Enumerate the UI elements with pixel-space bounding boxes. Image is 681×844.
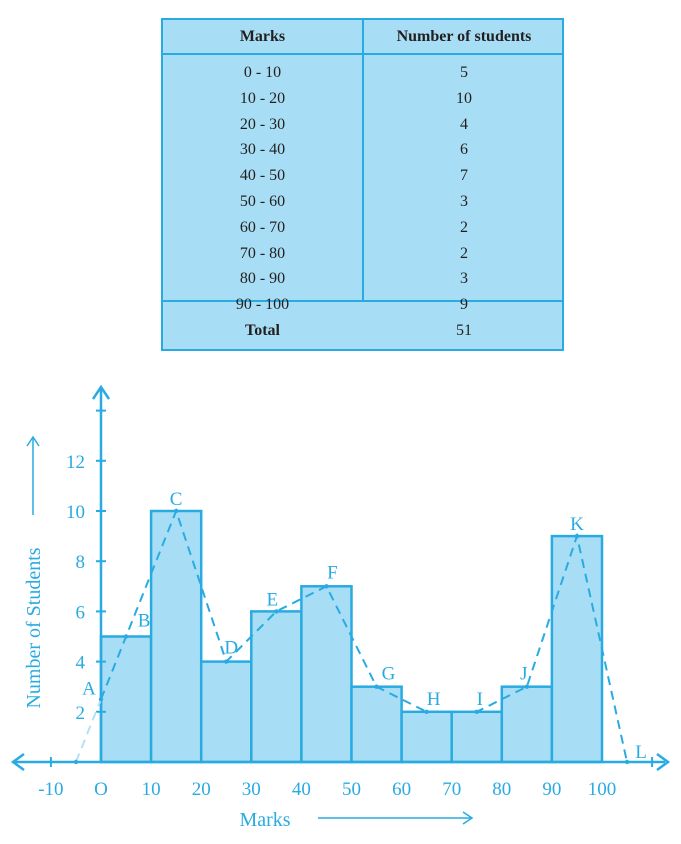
x-tick-label: 20 — [192, 779, 211, 800]
x-tick-label: 70 — [442, 779, 461, 800]
table-cell-marks: 80 - 90 — [239, 270, 286, 288]
histogram-bar — [300, 585, 353, 764]
polygon-vertex — [424, 709, 429, 714]
table-cell-count: 9 — [460, 296, 468, 314]
y-axis-arrow-icon — [91, 384, 111, 400]
table-cell-count: 2 — [460, 218, 468, 236]
vertex-label: E — [267, 589, 279, 610]
y-tick-label: 4 — [76, 653, 86, 674]
y-axis-title-arrow-icon — [26, 435, 40, 447]
table-cell-marks: 90 - 100 — [235, 296, 290, 314]
polygon-extension-left — [75, 698, 102, 763]
y-tick-label: 10 — [66, 502, 85, 523]
histogram-bar — [550, 534, 604, 764]
x-tick-label: 50 — [342, 779, 361, 800]
vertex-label: G — [382, 664, 396, 685]
table-cell-marks: 70 - 80 — [239, 244, 286, 262]
frequency-polygon — [100, 508, 629, 763]
y-axis-title: Number of Students — [23, 547, 45, 708]
x-tick-label: 10 — [142, 779, 161, 800]
table-cell-marks: 60 - 70 — [239, 218, 286, 236]
header-marks: Marks — [239, 28, 286, 45]
x-axis-title: Marks — [239, 809, 290, 831]
table-cell-marks: 0 - 10 — [243, 64, 282, 81]
polygon-vertex — [274, 609, 279, 614]
frequency-table: Marks Number of students 0 - 10 5 10 - 20 1… — [161, 18, 564, 351]
table-cell-count: 3 — [460, 270, 468, 288]
vertex-label: K — [570, 514, 584, 535]
vertex-label: A — [82, 678, 96, 699]
vertex-label: C — [170, 489, 183, 510]
y-tick-label: 12 — [66, 452, 85, 473]
polygon-vertex — [123, 634, 129, 639]
vertex-label: I — [477, 689, 483, 710]
polygon-vertex — [173, 508, 179, 514]
vertex-label: F — [327, 562, 338, 583]
histogram-bar — [450, 710, 504, 764]
table-cell-marks: 20 - 30 — [239, 115, 286, 133]
x-axis-right-arrow-icon — [656, 752, 671, 772]
polygon-vertex — [574, 533, 580, 539]
table-cell-marks: 30 - 40 — [239, 141, 286, 159]
polygon-vertex — [73, 759, 79, 765]
polygon-vertex — [224, 659, 229, 664]
x-tick-label: -10 — [38, 779, 63, 800]
header-number-of-students: Number of students — [396, 28, 532, 45]
table-cell-count: 6 — [460, 141, 468, 159]
x-tick-label: O — [94, 779, 108, 800]
table-cell-marks: 10 - 20 — [239, 89, 286, 107]
polygon-vertex — [624, 759, 630, 765]
vertex-label: D — [224, 638, 238, 659]
x-axis-left-arrow-icon — [10, 752, 25, 772]
polygon-vertex — [98, 697, 104, 702]
header-divider — [163, 53, 562, 55]
histogram-bar — [149, 509, 203, 764]
histogram-bar — [99, 635, 153, 764]
y-tick-label: 6 — [76, 602, 86, 623]
vertex-label: H — [427, 689, 441, 710]
polygon-vertex — [524, 684, 530, 689]
histogram-bar — [500, 685, 554, 764]
histogram-bar — [400, 710, 453, 764]
x-tick-label: 40 — [292, 779, 311, 800]
table-cell-count: 3 — [460, 193, 468, 210]
x-tick-label: 100 — [588, 779, 617, 800]
y-tick-label: 2 — [76, 703, 86, 724]
table-cell-marks: 40 - 50 — [239, 167, 286, 185]
total-value: 51 — [456, 322, 472, 339]
total-divider — [163, 300, 562, 302]
y-tick-label: 8 — [76, 552, 86, 573]
histogram-bar — [250, 610, 303, 764]
histogram-bar — [350, 685, 403, 764]
polygon-vertex — [324, 584, 329, 589]
histogram-bar — [199, 660, 253, 764]
table-cell-count: 5 — [460, 64, 468, 81]
polygon-vertex — [374, 684, 379, 689]
x-axis-title-arrow-icon — [462, 811, 474, 825]
vertex-label: B — [138, 611, 151, 632]
table-cell-count: 10 — [456, 89, 472, 107]
x-tick-label: 80 — [492, 779, 511, 800]
column-divider — [362, 20, 364, 300]
table-cell-count: 2 — [460, 244, 468, 262]
table-cell-count: 7 — [460, 167, 468, 185]
total-label: Total — [245, 322, 280, 339]
vertex-label: L — [635, 742, 647, 763]
table-cell-count: 4 — [460, 115, 468, 133]
x-tick-label: 60 — [392, 779, 411, 800]
vertex-label: J — [520, 664, 527, 685]
x-tick-label: 90 — [542, 779, 561, 800]
polygon-vertex — [474, 709, 479, 714]
table-cell-marks: 50 - 60 — [239, 193, 286, 210]
x-tick-label: 30 — [242, 779, 261, 800]
